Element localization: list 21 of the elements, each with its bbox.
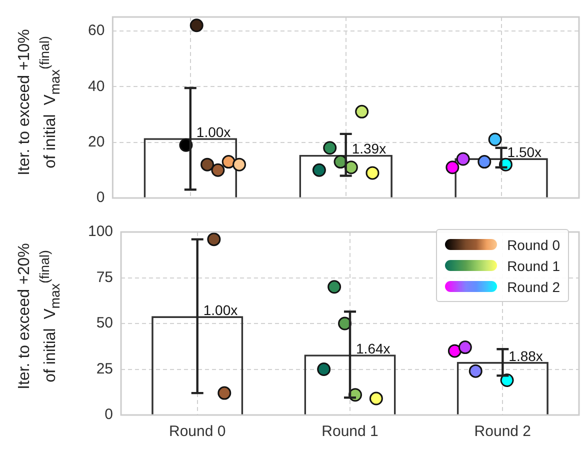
annotation: 1.39x <box>352 140 386 157</box>
y-tick-label: 40 <box>88 78 105 95</box>
y-tick-label: 50 <box>96 314 114 332</box>
annotation: 1.88x <box>508 348 543 364</box>
y-tick-label: 25 <box>96 360 114 378</box>
y-tick-label: 60 <box>88 22 105 40</box>
annotation: 1.00x <box>203 302 238 318</box>
y-tick-label: 75 <box>96 268 114 286</box>
y-tick-label: 0 <box>104 406 114 424</box>
annotation: 1.00x <box>196 124 231 140</box>
legend-label: Round 2 <box>507 278 560 294</box>
legend-label: Round 0 <box>507 236 560 252</box>
x-tick-label: Round 2 <box>474 423 532 440</box>
y-tick-label: 20 <box>88 133 105 150</box>
legend-label: Round 1 <box>507 258 560 274</box>
y-tick-label: 0 <box>96 189 105 206</box>
annotation: 1.64x <box>356 340 390 356</box>
x-tick-label: Round 0 <box>168 423 226 440</box>
x-tick-label: Round 1 <box>322 423 378 440</box>
annotation: 1.50x <box>507 144 542 160</box>
y-tick-label: 100 <box>88 223 114 240</box>
